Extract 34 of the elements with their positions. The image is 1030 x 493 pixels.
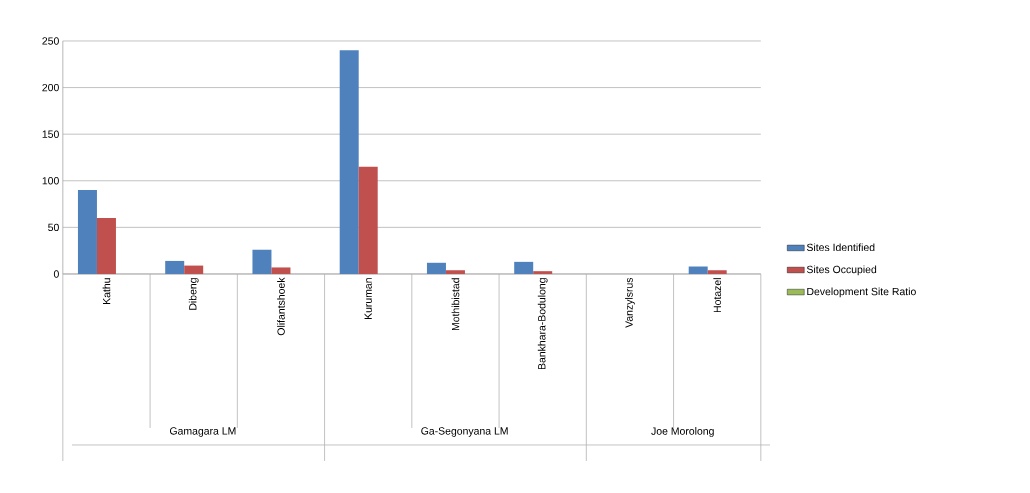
- x-tick-label: Dibeng: [188, 278, 199, 310]
- x-tick-label: Vanzylsrus: [625, 277, 635, 328]
- y-tick-label: 0: [53, 270, 59, 278]
- bar: [533, 271, 553, 274]
- y-tick-label: 150: [42, 130, 59, 138]
- x-tick-label: Hotazel: [713, 278, 722, 313]
- x-tick-label: Kathu: [102, 278, 111, 304]
- bar: [339, 50, 359, 274]
- text: Joe Morolong: [651, 427, 714, 437]
- legend-label: Sites Occupied: [806, 265, 877, 276]
- legend-label: Development Site Ratio: [807, 287, 916, 298]
- x-tick-label: Mothibistad: [451, 278, 460, 331]
- text: Ga-Segonyana LM: [421, 427, 508, 437]
- text: Gamagara LM: [169, 427, 236, 437]
- legend-label: Sites Identified: [806, 243, 875, 252]
- bar: [96, 218, 116, 274]
- y-tick-label: 50: [48, 223, 59, 232]
- bar: [165, 260, 185, 274]
- x-tick-label: Bankhara-Bodulong: [537, 278, 548, 370]
- bar: [184, 265, 204, 274]
- y-tick-label: 100: [42, 177, 59, 185]
- y-tick-label: 250: [42, 37, 59, 45]
- bar: [77, 190, 97, 274]
- bar: [514, 261, 534, 274]
- bar: [358, 166, 378, 274]
- y-tick-label: 200: [42, 83, 59, 92]
- bar: [426, 262, 446, 274]
- bar: [688, 266, 708, 274]
- x-tick-label: Olifantshoek: [277, 277, 285, 336]
- bar: [271, 267, 291, 274]
- bar: [252, 249, 272, 274]
- x-tick-label: Kuruman: [364, 278, 372, 320]
- bar: [707, 270, 727, 274]
- bar: [445, 270, 465, 274]
